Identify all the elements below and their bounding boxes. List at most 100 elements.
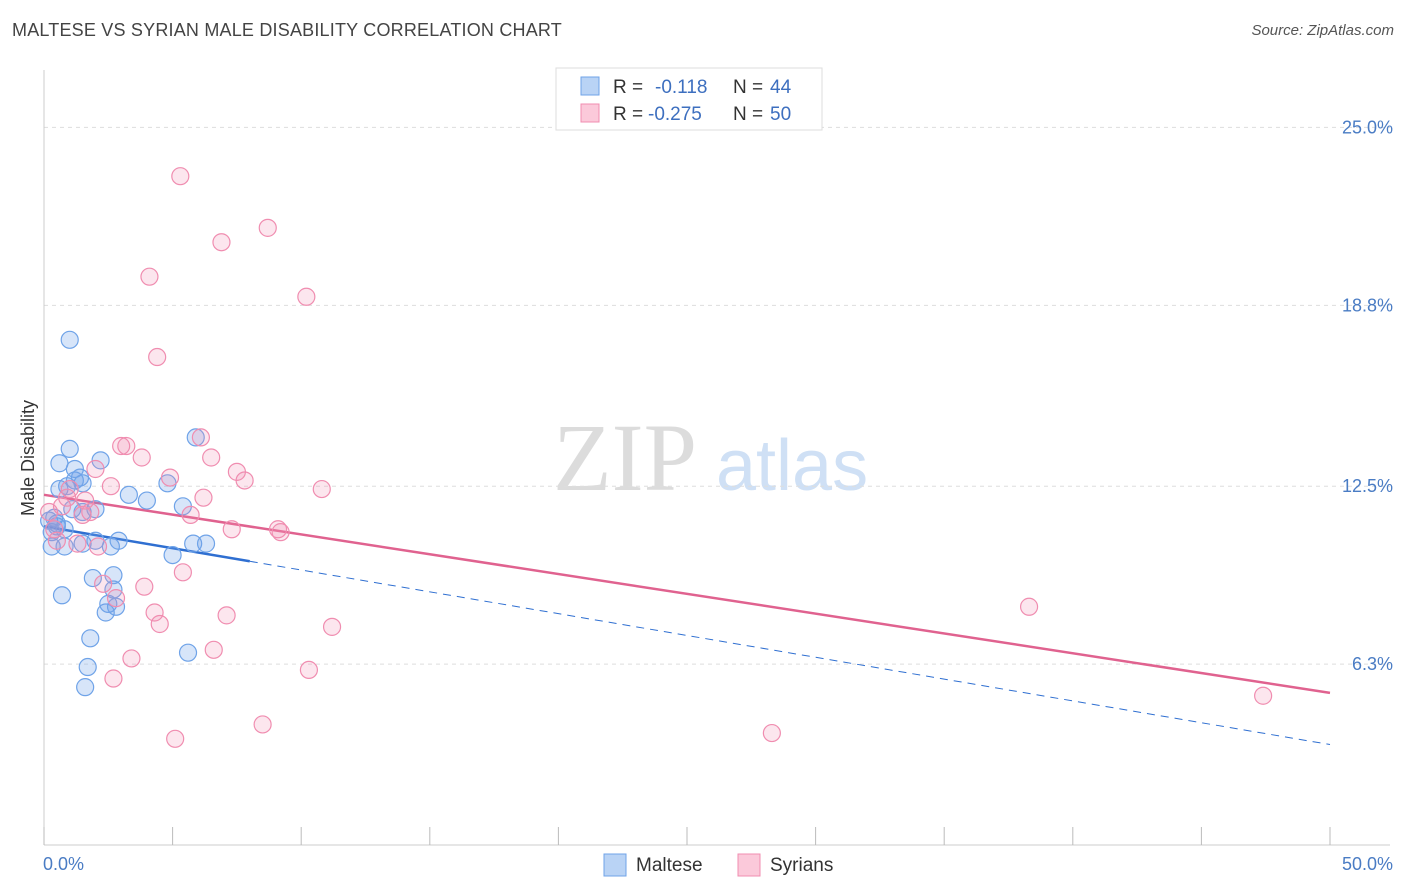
- maltese-point: [78, 657, 97, 677]
- syrians-point: [112, 436, 131, 456]
- y-tick-label: 18.8%: [1342, 295, 1393, 315]
- y-tick-labels: 6.3% 12.5% 18.8% 25.0%: [1342, 117, 1393, 674]
- syrians-point: [191, 428, 210, 447]
- syrians-point: [101, 477, 120, 496]
- syrians-point: [222, 520, 241, 539]
- legend-label-syrians: Syrians: [770, 855, 833, 876]
- maltese-point: [109, 531, 128, 550]
- maltese-point: [186, 428, 205, 447]
- syrians-point: [86, 459, 105, 479]
- syrians-point: [258, 218, 277, 237]
- gridlines: [44, 126, 1390, 665]
- legend-swatch-maltese: [603, 853, 627, 877]
- syrians-point: [88, 537, 108, 556]
- maltese-point: [184, 534, 203, 553]
- syrians-point: [171, 167, 190, 186]
- maltese-point: [52, 586, 72, 605]
- syrians-point: [45, 520, 64, 539]
- syrians-point: [268, 520, 288, 539]
- syrians-point: [117, 436, 136, 456]
- syrians-point: [271, 523, 290, 542]
- x-tick-label-max: 50.0%: [1342, 854, 1393, 874]
- syrians-point: [148, 347, 167, 367]
- legend-label-maltese: Maltese: [636, 855, 703, 876]
- maltese-point: [137, 491, 156, 510]
- syrians-point: [212, 233, 231, 252]
- maltese-point: [178, 643, 198, 662]
- syrians-r-value: -0.275: [648, 104, 702, 125]
- maltese-point: [91, 451, 110, 470]
- maltese-trend-line: [43, 525, 250, 563]
- syrians-point: [322, 617, 342, 636]
- maltese-point: [50, 454, 69, 473]
- syrians-point: [1254, 686, 1273, 705]
- syrians-n-label: N =: [733, 104, 763, 125]
- syrians-legend-swatch: [580, 103, 600, 123]
- syrians-point: [104, 669, 123, 688]
- legend-swatch-syrians: [737, 853, 761, 877]
- syrians-point: [52, 497, 72, 516]
- y-tick-label: 6.3%: [1352, 654, 1393, 674]
- watermark-zip: ZIP: [553, 404, 697, 511]
- maltese-point: [119, 485, 138, 504]
- maltese-point: [163, 545, 182, 565]
- syrians-point: [194, 488, 213, 507]
- syrians-point: [173, 563, 192, 582]
- maltese-point: [83, 568, 102, 588]
- stats-legend: R = -0.118 N = 44 R = -0.275 N = 50: [555, 67, 823, 131]
- syrians-point: [217, 606, 236, 625]
- maltese-point: [60, 330, 79, 349]
- chart-title: MALTESE VS SYRIAN MALE DISABILITY CORREL…: [12, 20, 562, 40]
- maltese-point: [81, 629, 100, 648]
- syrians-point: [106, 589, 126, 608]
- syrians-point: [166, 729, 185, 748]
- syrians-point: [299, 660, 319, 680]
- x-ticks: [43, 827, 1331, 845]
- syrians-point: [204, 640, 223, 659]
- axes: [43, 70, 1390, 846]
- syrians-point: [68, 534, 87, 553]
- syrians-point: [94, 574, 113, 593]
- stats-legend-box: [555, 67, 823, 131]
- syrians-point: [135, 577, 154, 596]
- syrians-point: [160, 468, 180, 487]
- maltese-n-label: N =: [733, 77, 763, 98]
- watermark-atlas: atlas: [716, 426, 868, 506]
- maltese-point: [76, 678, 95, 697]
- y-axis-label: Male Disability: [18, 400, 38, 516]
- syrians-point: [235, 471, 254, 490]
- maltese-r-value: -0.118: [655, 77, 707, 98]
- syrians-point: [132, 448, 151, 467]
- syrians-point: [1019, 597, 1039, 616]
- maltese-point: [196, 534, 216, 553]
- syrians-point: [312, 479, 331, 499]
- syrians-point: [122, 649, 141, 668]
- syrians-n-value: 50: [770, 104, 791, 125]
- maltese-point: [60, 439, 79, 458]
- syrians-point: [140, 267, 159, 286]
- syrians-point: [202, 448, 221, 467]
- syrians-r-label: R =: [613, 104, 643, 125]
- syrians-point: [181, 505, 200, 525]
- x-tick-label-min: 0.0%: [43, 854, 84, 874]
- syrians-point: [60, 479, 79, 499]
- syrians-point: [76, 491, 95, 510]
- syrians-trend-line: [43, 493, 1331, 695]
- syrians-point: [145, 603, 164, 622]
- syrians-point: [297, 287, 316, 306]
- syrians-point: [253, 715, 272, 734]
- maltese-trend-dashed: [249, 560, 1331, 746]
- y-tick-label: 25.0%: [1342, 117, 1393, 137]
- maltese-r-label: R =: [613, 77, 643, 98]
- syrians-point: [47, 531, 66, 550]
- syrians-point: [762, 723, 781, 743]
- y-tick-label: 12.5%: [1342, 476, 1393, 496]
- maltese-legend-swatch: [580, 76, 600, 96]
- syrians-point: [150, 614, 169, 634]
- trend-lines: [43, 493, 1331, 746]
- maltese-point: [63, 500, 82, 519]
- maltese-n-value: 44: [770, 77, 792, 98]
- series-legend: Maltese Syrians: [603, 853, 833, 877]
- syrians-point: [81, 502, 100, 522]
